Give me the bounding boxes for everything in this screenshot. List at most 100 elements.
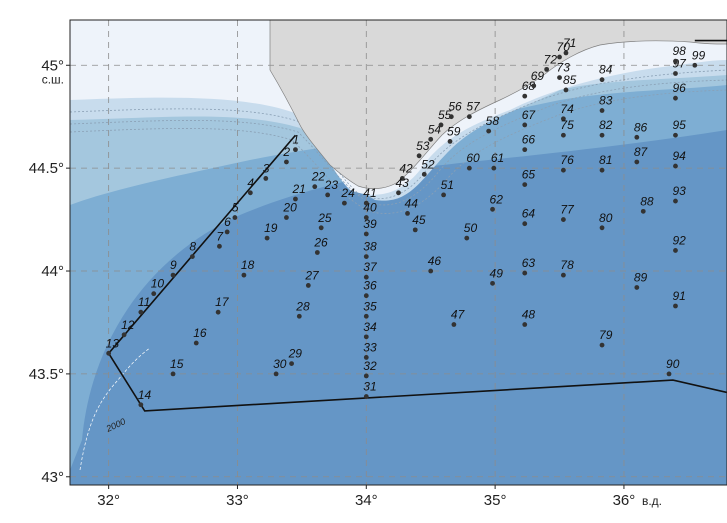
station-marker bbox=[363, 231, 369, 237]
station-label: 31 bbox=[363, 380, 376, 394]
station-49: 49 bbox=[490, 266, 503, 286]
station-marker bbox=[599, 167, 605, 173]
station-56: 56 bbox=[448, 100, 462, 120]
station-marker bbox=[563, 87, 569, 93]
station-71: 71 bbox=[563, 36, 576, 56]
station-marker bbox=[666, 371, 672, 377]
station-marker bbox=[363, 274, 369, 280]
station-marker bbox=[451, 322, 457, 327]
longitude-tick-label: 36° bbox=[613, 492, 636, 509]
station-8: 8 bbox=[189, 240, 196, 260]
station-38: 38 bbox=[363, 240, 377, 260]
station-label: 5 bbox=[232, 201, 239, 215]
station-marker bbox=[560, 167, 566, 173]
station-label: 88 bbox=[640, 194, 654, 208]
station-3: 3 bbox=[263, 161, 270, 181]
station-label: 46 bbox=[428, 254, 442, 268]
station-marker bbox=[599, 108, 605, 113]
station-marker bbox=[363, 334, 369, 340]
station-2: 2 bbox=[282, 145, 290, 165]
station-28: 28 bbox=[295, 299, 310, 319]
station-label: 91 bbox=[672, 289, 685, 303]
station-50: 50 bbox=[464, 221, 478, 241]
station-label: 74 bbox=[560, 102, 574, 116]
station-label: 7 bbox=[216, 229, 224, 243]
station-label: 85 bbox=[563, 73, 577, 87]
station-marker bbox=[560, 217, 566, 222]
station-16: 16 bbox=[193, 326, 207, 346]
station-label: 11 bbox=[138, 295, 150, 309]
station-label: 30 bbox=[273, 357, 287, 371]
station-label: 79 bbox=[599, 328, 613, 342]
stations-layer: 1234567891011121314151617181920212223242… bbox=[106, 36, 705, 408]
station-95: 95 bbox=[672, 118, 686, 138]
station-marker bbox=[557, 75, 562, 81]
station-marker bbox=[522, 322, 528, 327]
station-marker bbox=[447, 138, 453, 144]
station-52: 52 bbox=[421, 157, 435, 177]
station-label: 12 bbox=[121, 318, 135, 332]
station-12: 12 bbox=[121, 318, 135, 338]
station-15: 15 bbox=[170, 357, 184, 377]
station-label: 34 bbox=[363, 320, 377, 334]
station-label: 92 bbox=[672, 233, 686, 247]
station-label: 73 bbox=[557, 61, 571, 75]
station-45: 45 bbox=[412, 213, 426, 233]
station-marker bbox=[151, 291, 157, 297]
station-1: 1 bbox=[292, 133, 299, 153]
station-label: 39 bbox=[363, 217, 377, 231]
station-21: 21 bbox=[291, 182, 306, 202]
station-marker bbox=[396, 190, 401, 196]
latitude-tick-label: 43° bbox=[41, 469, 64, 486]
station-69: 69 bbox=[531, 69, 544, 89]
station-32: 32 bbox=[363, 359, 377, 379]
station-94: 94 bbox=[672, 149, 686, 169]
station-marker bbox=[491, 165, 497, 171]
station-marker bbox=[673, 95, 678, 101]
station-55: 55 bbox=[438, 108, 452, 128]
latitude-tick-label: 45° bbox=[41, 57, 64, 74]
station-74: 74 bbox=[560, 102, 574, 122]
station-label: 24 bbox=[340, 186, 355, 200]
station-marker bbox=[692, 62, 698, 68]
station-label: 9 bbox=[170, 258, 177, 272]
longitude-tick-label: 34° bbox=[355, 492, 378, 509]
station-label: 15 bbox=[170, 357, 184, 371]
station-label: 6 bbox=[224, 215, 231, 229]
station-marker bbox=[363, 215, 369, 220]
station-marker bbox=[673, 132, 678, 138]
station-label: 80 bbox=[599, 211, 613, 225]
station-91: 91 bbox=[672, 289, 686, 309]
station-label: 67 bbox=[522, 108, 537, 122]
latitude-axis: 45°с.ш. 44.5° 44° 43.5° 43° bbox=[29, 57, 70, 486]
station-marker bbox=[284, 159, 289, 165]
station-marker bbox=[341, 200, 347, 206]
station-83: 83 bbox=[599, 94, 613, 113]
station-29: 29 bbox=[288, 347, 302, 367]
station-47: 47 bbox=[451, 308, 466, 327]
station-89: 89 bbox=[634, 270, 647, 290]
station-93: 93 bbox=[672, 184, 686, 204]
station-14: 14 bbox=[138, 388, 152, 408]
station-marker bbox=[232, 215, 238, 220]
station-26: 26 bbox=[313, 236, 328, 255]
station-label: 38 bbox=[363, 240, 377, 254]
station-marker bbox=[634, 134, 640, 140]
station-marker bbox=[217, 243, 222, 249]
station-label: 72 bbox=[544, 52, 558, 66]
station-marker bbox=[673, 163, 678, 169]
station-43: 43 bbox=[396, 176, 409, 196]
station-marker bbox=[522, 147, 528, 153]
station-label: 50 bbox=[464, 221, 478, 235]
station-20: 20 bbox=[282, 201, 297, 220]
station-marker bbox=[599, 225, 605, 231]
station-label: 53 bbox=[416, 139, 430, 153]
station-marker bbox=[325, 192, 331, 198]
station-marker bbox=[399, 176, 405, 181]
station-17: 17 bbox=[215, 295, 230, 315]
station-label: 98 bbox=[672, 44, 686, 58]
station-4: 4 bbox=[247, 176, 254, 196]
station-label: 2 bbox=[282, 145, 290, 159]
station-86: 86 bbox=[634, 120, 647, 140]
station-84: 84 bbox=[599, 63, 613, 83]
